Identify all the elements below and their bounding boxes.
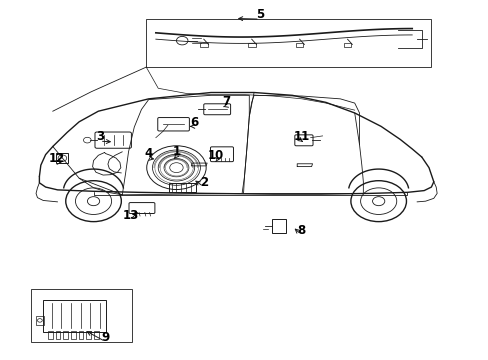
Bar [36,316,43,325]
Text: 5: 5 [255,8,264,21]
Bar [169,183,195,192]
Bar [86,331,91,339]
Bar [71,331,76,339]
Bar [272,219,285,233]
Text: 7: 7 [222,95,230,108]
Bar [79,331,83,339]
Text: 1: 1 [172,145,180,158]
Bar [48,331,53,339]
Text: 11: 11 [293,130,309,143]
Text: 6: 6 [190,116,198,129]
Text: 9: 9 [101,331,109,344]
Bar [43,300,105,332]
Bar [94,331,99,339]
Text: 13: 13 [122,209,138,222]
Text: 3: 3 [96,130,103,143]
Bar [343,44,351,47]
Bar [247,44,255,47]
Bar [31,289,132,342]
Bar [146,19,430,67]
Bar [56,153,68,163]
Text: 10: 10 [207,149,224,162]
Text: 8: 8 [296,224,305,237]
Bar [63,331,68,339]
Text: 12: 12 [48,152,64,165]
Bar [56,331,61,339]
Text: 2: 2 [199,176,207,189]
Bar [200,44,207,47]
Bar [295,44,303,47]
Text: 4: 4 [144,147,152,161]
